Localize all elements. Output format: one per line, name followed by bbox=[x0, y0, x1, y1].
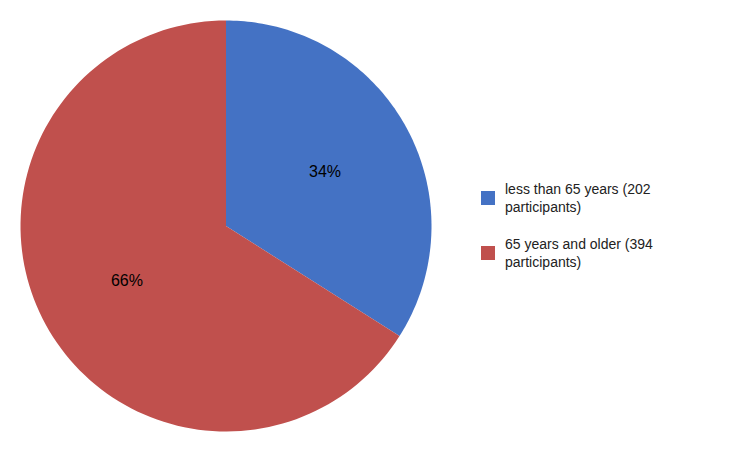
svg-text:34%: 34% bbox=[309, 163, 341, 180]
svg-text:66%: 66% bbox=[111, 272, 143, 289]
html-text:less than 65 years (202 partic: less than 65 years (202 participants) bbox=[505, 181, 651, 216]
html-text:65 years and older (394 partic: 65 years and older (394 participants) bbox=[505, 235, 653, 270]
